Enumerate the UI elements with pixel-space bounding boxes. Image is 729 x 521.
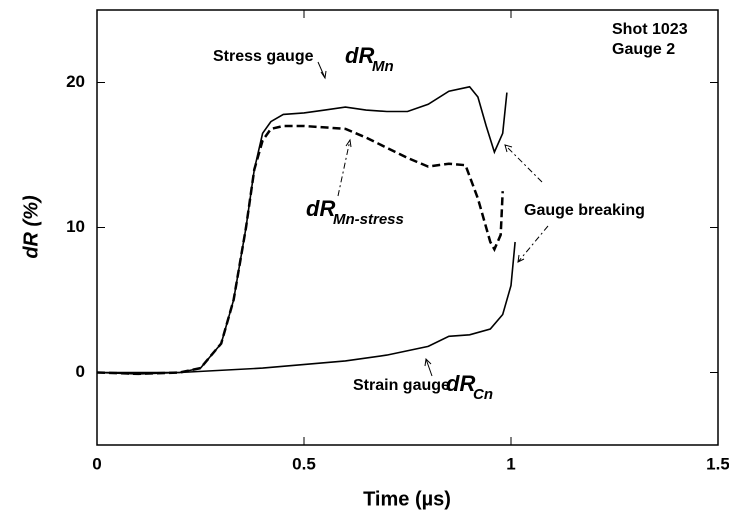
- y-axis-label: dR (%): [20, 195, 42, 259]
- x-tick-label: 0: [92, 454, 101, 473]
- arrow: [517, 225, 549, 263]
- x-tick-label: 1.5: [706, 454, 729, 473]
- annotation-subscript: Mn: [372, 58, 394, 75]
- y-tick-label: 0: [76, 362, 85, 381]
- y-tick-label: 20: [66, 72, 85, 91]
- annotation: Stress gauge: [213, 48, 314, 65]
- x-tick-label: 1: [506, 454, 515, 473]
- annotation-subscript: Cn: [473, 386, 493, 403]
- data-line: [96, 124, 504, 376]
- arrow-head: [504, 144, 513, 153]
- annotation: Shot 1023: [612, 21, 688, 38]
- annotation: dR: [345, 43, 374, 68]
- arrow-head: [345, 138, 352, 148]
- annotation: Gauge 2: [612, 41, 675, 58]
- arrow: [425, 358, 433, 377]
- data-line: [97, 241, 516, 374]
- annotation: dR: [446, 371, 475, 396]
- x-axis-label: Time (µs): [363, 488, 451, 510]
- x-tick-label: 0.5: [292, 454, 316, 473]
- arrow: [504, 144, 543, 183]
- annotation: Gauge breaking: [524, 202, 645, 219]
- annotation: dR: [306, 196, 335, 221]
- y-tick-label: 10: [66, 217, 85, 236]
- data-line: [96, 85, 508, 375]
- arrows: [317, 61, 549, 377]
- arrow-head: [320, 70, 327, 80]
- annotation-subscript: Mn-stress: [333, 211, 404, 228]
- arrow: [317, 61, 326, 79]
- annotation: Strain gauge: [353, 377, 450, 394]
- arrow-head: [517, 254, 525, 263]
- arrow: [337, 139, 351, 197]
- arrow-head: [424, 357, 432, 367]
